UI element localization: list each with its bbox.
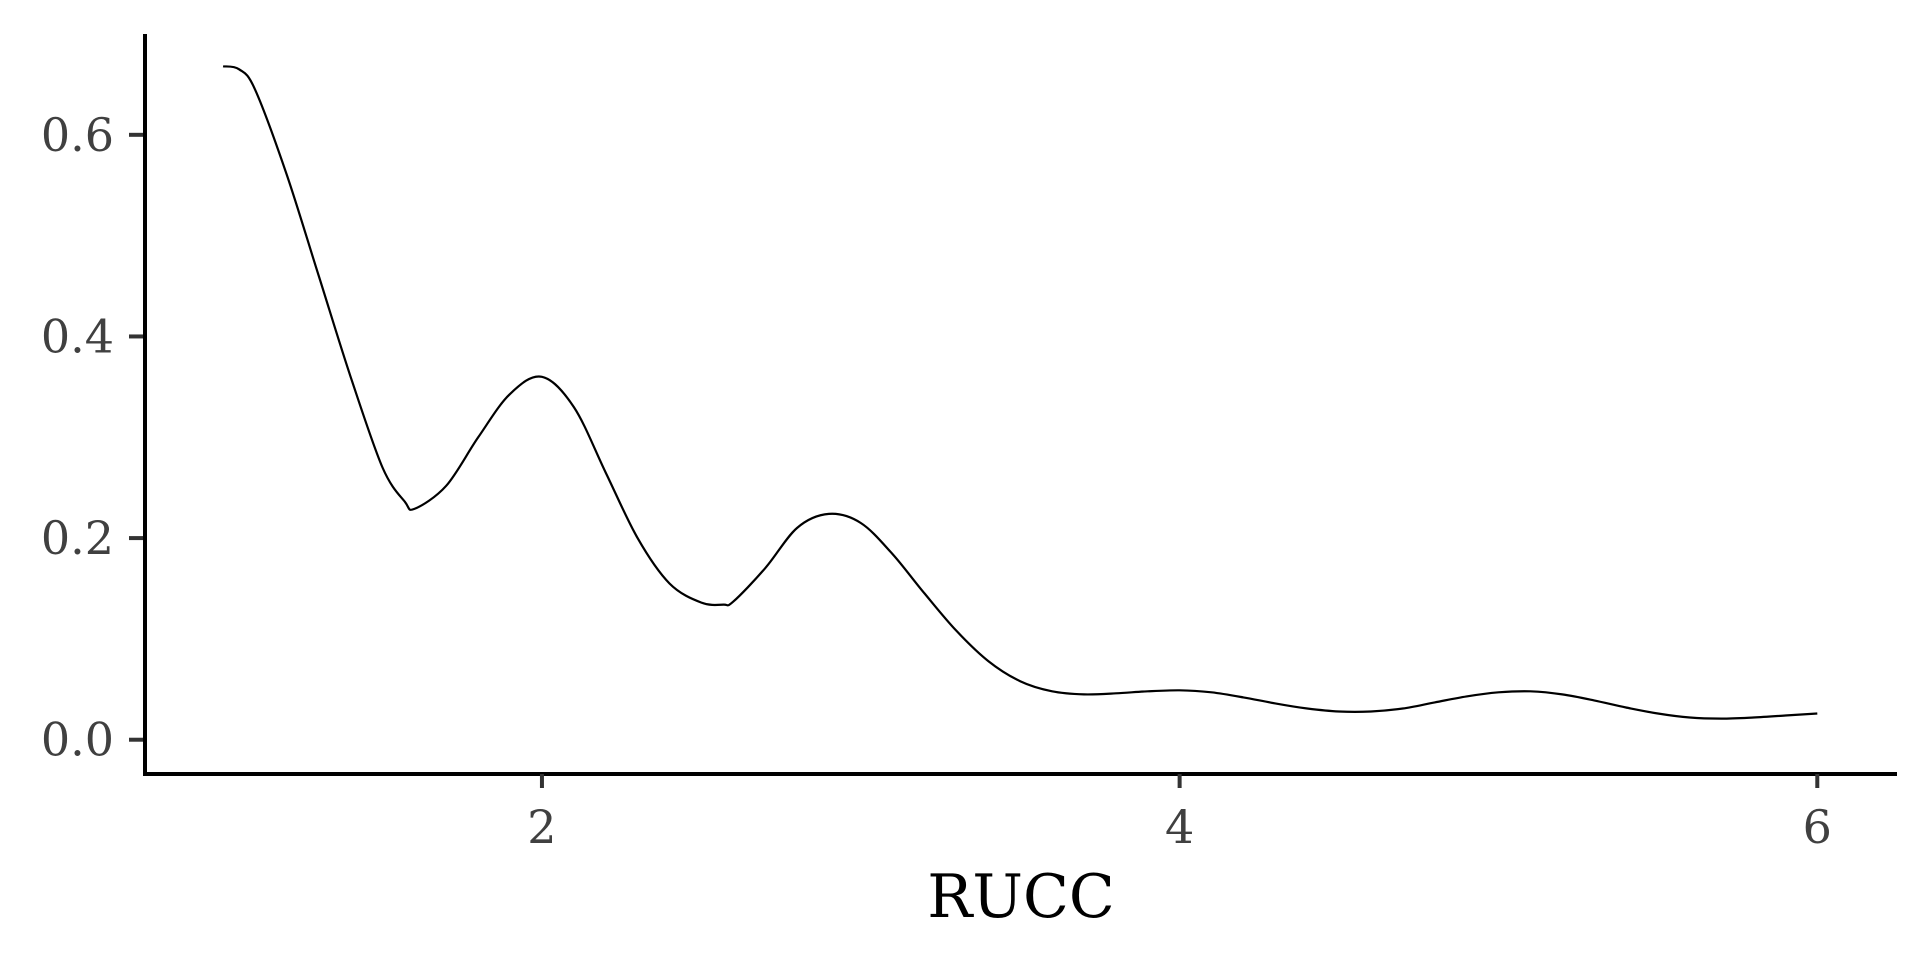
- density-line: [222, 65, 1818, 720]
- x-tick-label: 2: [527, 800, 556, 854]
- y-axis-ticks: 0.0 0.2 0.4 0.6: [41, 108, 143, 767]
- x-axis-title: RUCC: [927, 862, 1115, 932]
- x-tick-label: 6: [1803, 800, 1832, 854]
- y-tick-label: 0.0: [41, 713, 114, 767]
- y-tick-label: 0.2: [41, 511, 114, 565]
- x-axis-ticks: 2 4 6: [527, 774, 1832, 854]
- x-tick-label: 4: [1165, 800, 1194, 854]
- y-tick-label: 0.4: [41, 309, 114, 363]
- plot-area: [222, 65, 1818, 720]
- y-tick-label: 0.6: [41, 108, 114, 162]
